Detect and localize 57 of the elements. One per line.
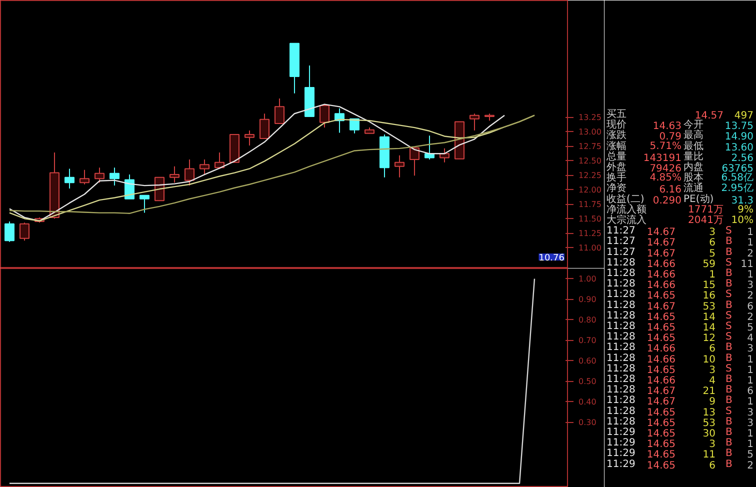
text: 11:27 14.67 6 B 1 xyxy=(606,236,754,249)
y-tick-label: 12.50 xyxy=(578,156,602,166)
text: 11:28 14.65 53 B 3 xyxy=(606,416,754,429)
y-tick-label: 0.80 xyxy=(578,316,596,325)
text: 11:28 14.65 16 S 2 xyxy=(606,289,754,302)
candlestick xyxy=(410,147,420,176)
candlestick xyxy=(320,104,330,128)
text: 11:28 14.66 6 B 3 xyxy=(606,342,754,355)
y-tick-label: 0.60 xyxy=(578,356,596,366)
candlestick xyxy=(244,130,254,146)
text: 11:28 14.66 59 S 11 xyxy=(606,257,754,270)
text: 11:29 14.65 30 B 1 xyxy=(606,427,754,440)
text: 11:28 14.65 14 S 5 xyxy=(606,321,754,334)
candlestick xyxy=(4,221,14,242)
y-tick-label: 0.90 xyxy=(578,295,596,304)
y-tick-label: 11.75 xyxy=(578,200,602,210)
text: 11:28 14.65 13 S 3 xyxy=(606,406,754,418)
y-tick-label: 11.25 xyxy=(578,229,602,238)
text: 11:29 14.65 11 B 5 xyxy=(606,448,754,461)
y-tick-label: 0.70 xyxy=(578,336,596,346)
text: 11:28 14.67 9 B 1 xyxy=(606,395,754,408)
candlestick xyxy=(80,169,90,185)
y-tick-label: 13.25 xyxy=(578,113,602,122)
candlestick xyxy=(184,158,194,186)
text: 11:28 14.66 1 B 1 xyxy=(606,268,754,280)
y-tick-label: 0.50 xyxy=(578,377,596,386)
text: 11:28 14.67 53 B 6 xyxy=(606,300,754,312)
candlestick xyxy=(350,118,360,134)
text: 11:27 14.67 5 B 2 xyxy=(606,246,754,260)
text: 大宗流入 2041万 10% xyxy=(606,215,754,226)
candlestick xyxy=(110,167,120,186)
candlestick xyxy=(140,194,150,214)
y-tick-label: 11.00 xyxy=(578,244,602,253)
text: 净流入额 1771万 9% xyxy=(606,204,754,216)
y-tick-label: 12.00 xyxy=(578,186,602,195)
candlestick xyxy=(20,222,30,242)
y-tick-label: 1.00 xyxy=(578,274,596,284)
y-tick-label: 11.50 xyxy=(578,214,602,224)
candlestick xyxy=(470,113,480,131)
candlestick xyxy=(200,158,210,176)
y-tick-label: 0.40 xyxy=(578,398,596,407)
text: 11:28 14.66 4 B 1 xyxy=(606,374,754,386)
candlestick xyxy=(170,166,180,184)
text: 11:29 14.65 6 B 2 xyxy=(606,458,754,472)
y-tick-label: 0.30 xyxy=(578,418,596,428)
candlestick xyxy=(260,113,270,140)
text: 换手 4.85% 股本 6.58亿 xyxy=(606,172,754,184)
y-tick-label: 12.25 xyxy=(578,171,602,180)
text: 11:28 14.65 3 S 1 xyxy=(606,363,754,376)
text: 11:28 14.66 10 B 1 xyxy=(606,352,754,366)
candlestick xyxy=(64,168,74,189)
candlestick xyxy=(94,167,104,184)
candlestick xyxy=(394,154,404,178)
y-tick-label: 13.00 xyxy=(578,128,602,137)
candlestick xyxy=(274,98,284,124)
text: 11:28 14.65 14 S 2 xyxy=(606,310,754,323)
y-tick-label: 12.75 xyxy=(578,142,602,152)
